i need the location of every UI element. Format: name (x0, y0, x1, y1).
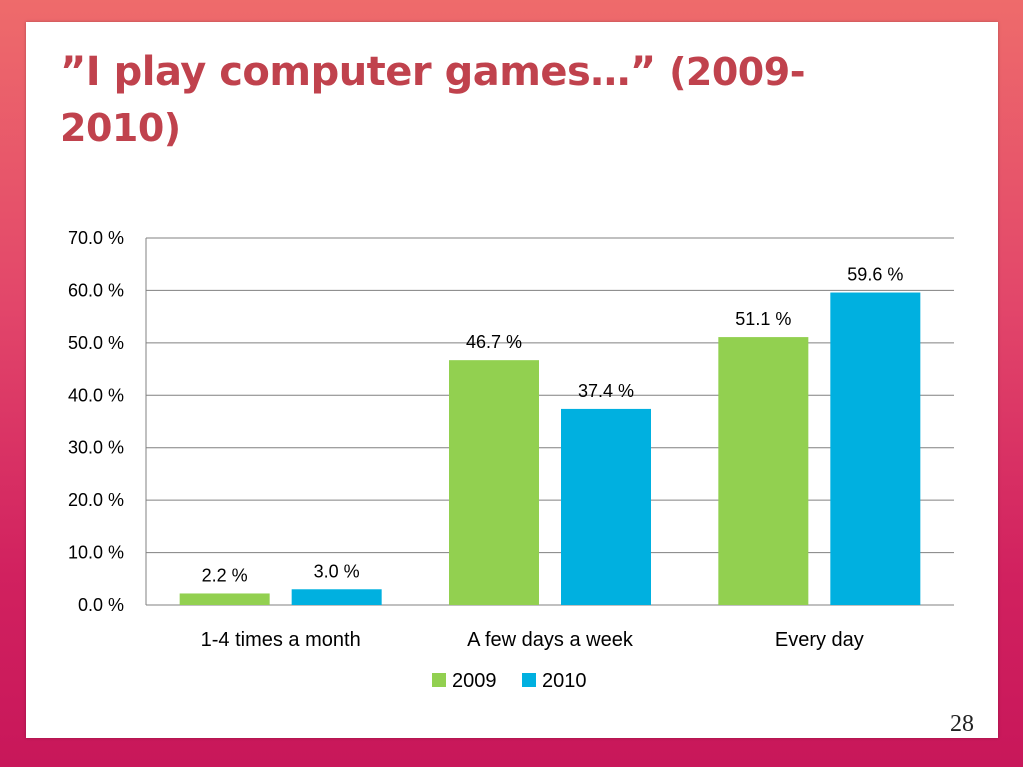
y-tick-label: 0.0 % (78, 595, 124, 615)
bar-2010 (561, 408, 651, 605)
bar-2010 (291, 589, 382, 605)
bar-2009 (179, 593, 270, 605)
legend-label: 2010 (542, 670, 587, 692)
slide: ”I play computer games…” (2009-2010) 0.0… (26, 22, 998, 738)
legend-swatch-2010 (522, 673, 536, 687)
legend-swatch-2009 (432, 673, 446, 687)
y-tick-label: 30.0 % (68, 438, 124, 458)
bar-2009 (718, 337, 809, 605)
data-label: 37.4 % (578, 381, 634, 401)
bar-chart: 0.0 % 10.0 % 20.0 % 30.0 % 40.0 % 50.0 % 60.0 … (68, 228, 954, 692)
y-tick-label: 20.0 % (68, 490, 124, 510)
x-category-label: Every day (775, 629, 864, 651)
bar-2010 (830, 292, 921, 605)
y-tick-label: 50.0 % (68, 333, 124, 353)
page-number: 28 (950, 711, 974, 737)
y-tick-label: 60.0 % (68, 280, 124, 300)
data-label: 46.7 % (466, 332, 522, 352)
x-category-label: 1-4 times a month (201, 629, 361, 651)
y-tick-label: 10.0 % (68, 543, 124, 563)
y-tick-label: 40.0 % (68, 385, 124, 405)
x-category-label: A few days a week (467, 629, 634, 651)
title-main-text: ”I play computer games…” (60, 49, 656, 95)
data-label: 3.0 % (314, 561, 360, 581)
bar-2009 (449, 360, 539, 605)
y-tick-label: 70.0 % (68, 228, 124, 248)
legend-label: 2009 (452, 670, 497, 692)
data-label: 51.1 % (735, 309, 791, 329)
data-label: 59.6 % (847, 265, 903, 285)
slide-title: ”I play computer games…” (2009-2010) (60, 44, 920, 156)
title-years-text: (2009-2010) (60, 50, 805, 150)
data-label: 2.2 % (202, 565, 248, 585)
